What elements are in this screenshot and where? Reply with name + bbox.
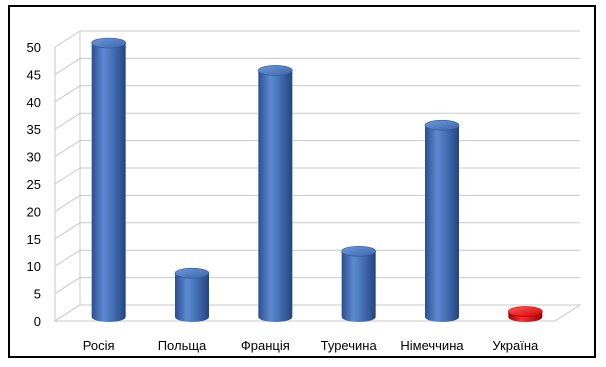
bar-top xyxy=(174,267,210,279)
bar-body xyxy=(175,273,209,322)
y-tick-label: 35 xyxy=(27,122,41,137)
y-tick-label: 20 xyxy=(27,204,41,219)
gridlines xyxy=(53,30,582,322)
bars xyxy=(91,37,543,323)
gridline-side xyxy=(54,140,81,158)
category-label: Туречина xyxy=(321,338,378,353)
category-label: Німеччина xyxy=(400,338,464,353)
bar xyxy=(91,37,126,322)
bar-top xyxy=(91,37,126,49)
category-labels: Росія Польща Франція Туречина Німеччина Украї… xyxy=(83,338,539,353)
bar xyxy=(174,267,210,322)
category-label: Україна xyxy=(492,338,539,353)
bar-body xyxy=(258,70,293,323)
y-tick-label: 15 xyxy=(27,232,41,247)
gridline-side xyxy=(54,57,81,75)
bar-top xyxy=(258,65,293,76)
bar xyxy=(424,119,460,322)
gridline-side xyxy=(54,30,81,48)
y-tick-label: 10 xyxy=(27,259,41,274)
bar xyxy=(341,245,376,322)
gridline-side xyxy=(54,167,81,185)
bar-body xyxy=(425,125,459,322)
gridline-side xyxy=(54,85,81,103)
y-tick-label: 25 xyxy=(27,177,41,192)
y-tick-label: 30 xyxy=(27,150,41,165)
y-tick-label: 0 xyxy=(34,314,41,329)
bar xyxy=(258,65,293,323)
gridline-side xyxy=(54,222,81,240)
y-axis: 0 5 10 15 20 25 30 35 40 45 50 xyxy=(27,40,41,329)
gridline-side xyxy=(54,277,81,295)
y-tick-label: 5 xyxy=(34,287,41,302)
bar-top xyxy=(508,306,543,317)
bar xyxy=(508,306,543,322)
y-tick-label: 45 xyxy=(27,67,41,82)
category-label: Франція xyxy=(241,338,290,353)
category-label: Росія xyxy=(83,338,115,353)
gridline-side xyxy=(54,112,81,130)
y-tick-label: 50 xyxy=(27,40,41,55)
gridline-side xyxy=(54,249,81,267)
bar-top xyxy=(341,245,376,257)
bar-top xyxy=(424,119,460,131)
bar-body xyxy=(341,251,376,322)
bar-body xyxy=(91,43,126,322)
y-tick-label: 40 xyxy=(27,95,41,110)
category-label: Польща xyxy=(158,338,207,353)
floor xyxy=(53,304,582,322)
gridline-side xyxy=(54,194,81,212)
